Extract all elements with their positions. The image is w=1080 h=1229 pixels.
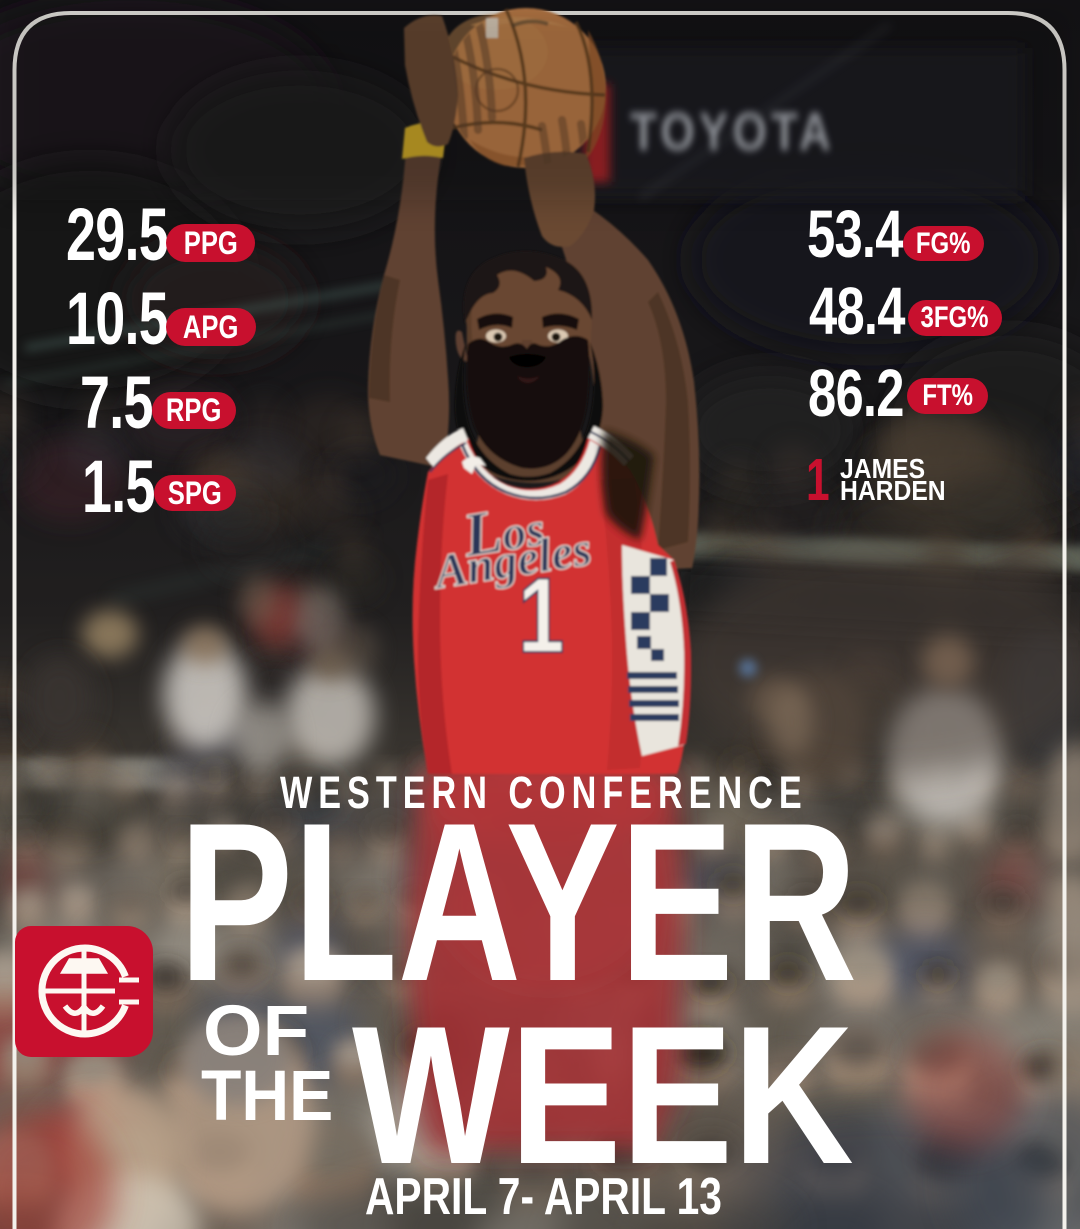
svg-text:Los: Los (458, 490, 549, 570)
svg-text:1: 1 (518, 556, 564, 675)
